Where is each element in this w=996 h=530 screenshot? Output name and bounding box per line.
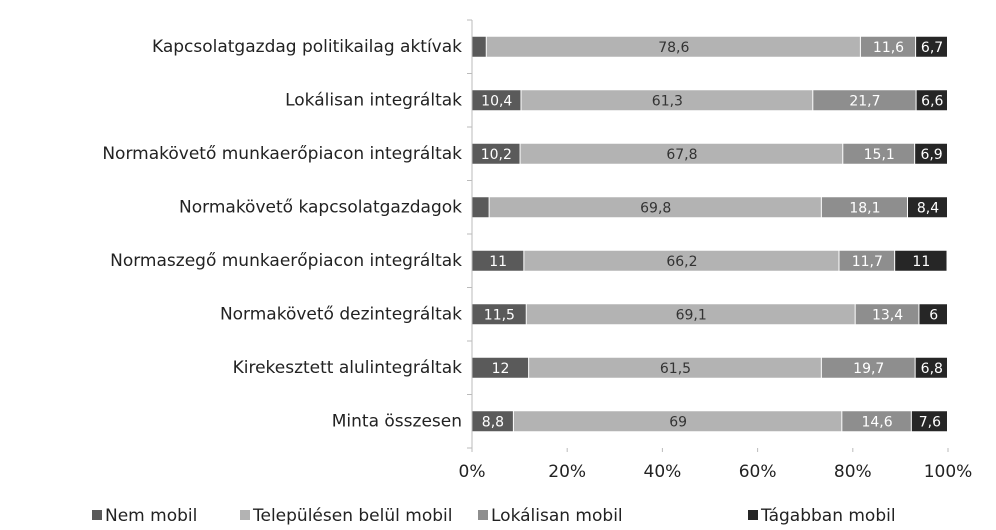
bar-segment xyxy=(839,250,895,271)
data-label: 69,8 xyxy=(640,200,671,216)
y-tick-label: Kapcsolatgazdag politikailag aktívak xyxy=(152,37,462,57)
data-label: 12 xyxy=(492,361,510,377)
data-label: 6 xyxy=(929,307,938,323)
data-label: 8,8 xyxy=(482,414,504,430)
data-label: 6,9 xyxy=(920,147,942,163)
data-label: 78,6 xyxy=(658,40,689,56)
bar-segment xyxy=(472,197,489,218)
data-label: 14,6 xyxy=(861,414,892,430)
bar-segment xyxy=(486,36,860,57)
bar-segment xyxy=(472,357,529,378)
y-tick-label: Kirekesztett alulintegráltak xyxy=(233,358,463,378)
y-tick-label: Minta összesen xyxy=(332,411,462,431)
data-label: 10,2 xyxy=(481,147,512,163)
data-label: 13,4 xyxy=(872,307,903,323)
data-label: 6,8 xyxy=(921,361,943,377)
data-label: 69 xyxy=(669,414,687,430)
x-tick-label: 100% xyxy=(924,462,973,482)
legend-swatch xyxy=(240,510,250,520)
legend-label: Tágabban mobil xyxy=(760,506,896,526)
legend-label: Nem mobil xyxy=(105,506,197,526)
data-label: 18,1 xyxy=(849,200,880,216)
bar-segment xyxy=(916,36,947,57)
x-tick-label: 0% xyxy=(459,462,486,482)
bar-segment xyxy=(521,90,813,111)
bar-segment xyxy=(813,90,916,111)
legend-label: Lokálisan mobil xyxy=(491,506,623,526)
legend-swatch xyxy=(478,510,488,520)
data-label: 8,4 xyxy=(917,200,939,216)
bar-segment xyxy=(916,90,947,111)
bar-segment xyxy=(520,143,843,164)
data-label: 61,5 xyxy=(660,361,691,377)
y-tick-label: Normakövető kapcsolatgazdagok xyxy=(179,197,462,217)
x-tick-label: 20% xyxy=(548,462,586,482)
bar-segment xyxy=(472,411,513,432)
data-label: 6,7 xyxy=(921,40,943,56)
bar-segment xyxy=(895,250,947,271)
data-label: 10,4 xyxy=(481,93,512,109)
x-tick-label: 40% xyxy=(644,462,682,482)
bar-segment xyxy=(513,411,842,432)
data-label: 11 xyxy=(489,254,507,270)
bar-segment xyxy=(908,197,947,218)
bar-segment xyxy=(472,304,526,325)
legend-label: Településen belül mobil xyxy=(252,506,452,526)
bar-segment xyxy=(524,250,839,271)
bar-segment xyxy=(472,143,520,164)
data-label: 11,7 xyxy=(852,254,883,270)
bar-segment xyxy=(919,304,947,325)
data-label: 15,1 xyxy=(864,147,895,163)
x-tick-label: 60% xyxy=(739,462,777,482)
data-label: 11,6 xyxy=(873,40,904,56)
bar-segment xyxy=(472,90,521,111)
x-tick-label: 80% xyxy=(834,462,872,482)
bar-segment xyxy=(472,36,486,57)
data-label: 69,1 xyxy=(676,307,707,323)
bar-segment xyxy=(472,250,524,271)
data-label: 11,5 xyxy=(484,307,515,323)
legend-swatch xyxy=(92,510,102,520)
bar-segment xyxy=(526,304,855,325)
bar-segment xyxy=(489,197,821,218)
data-label: 67,8 xyxy=(666,147,697,163)
y-tick-label: Lokálisan integráltak xyxy=(285,90,462,110)
bar-segment xyxy=(860,36,916,57)
bar-segment xyxy=(843,143,915,164)
data-label: 7,6 xyxy=(919,414,941,430)
y-tick-label: Normakövető dezintegráltak xyxy=(220,304,462,324)
data-label: 21,7 xyxy=(849,93,880,109)
data-label: 6,6 xyxy=(921,93,943,109)
bar-segment xyxy=(915,357,947,378)
bar-segment xyxy=(855,304,919,325)
bar-segment xyxy=(529,357,821,378)
bar-segment xyxy=(821,357,915,378)
data-label: 11 xyxy=(912,254,930,270)
data-label: 19,7 xyxy=(853,361,884,377)
y-tick-label: Normakövető munkaerőpiacon integráltak xyxy=(102,144,462,164)
bar-segment xyxy=(821,197,908,218)
bar-segment xyxy=(911,411,947,432)
data-label: 61,3 xyxy=(652,93,683,109)
legend-swatch xyxy=(748,510,758,520)
y-tick-label: Normaszegő munkaerőpiacon integráltak xyxy=(110,251,462,271)
bar-segment xyxy=(842,411,911,432)
data-label: 66,2 xyxy=(666,254,697,270)
bar-segment xyxy=(915,143,947,164)
